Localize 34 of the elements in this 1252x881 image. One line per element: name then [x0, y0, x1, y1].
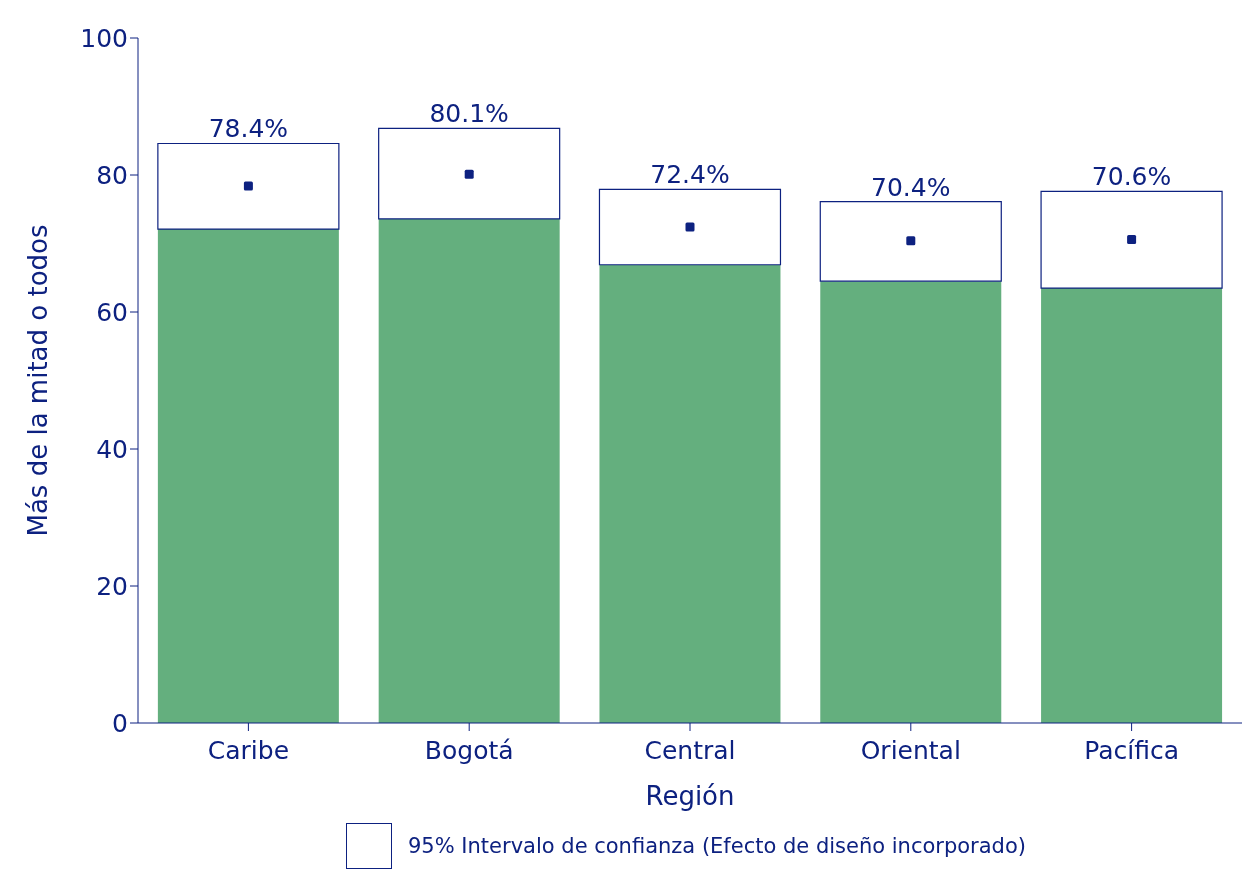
y-tick-label: 60 [96, 297, 128, 327]
data-label: 78.4% [208, 114, 289, 144]
bar [1041, 288, 1223, 723]
data-label: 80.1% [429, 99, 509, 129]
y-tick-label: 40 [96, 434, 128, 464]
point [685, 222, 695, 232]
bar [1040, 190, 1223, 289]
y-tick-label: 100 [80, 23, 128, 53]
bar [157, 229, 339, 723]
y-axis-title: Más de la mitad o todos [23, 224, 54, 537]
x-tick-label: Pacífica [1084, 735, 1179, 765]
point [243, 181, 253, 191]
legend-label: 95% Intervalo de confianza (Efecto de diseño incorporado) [408, 834, 1026, 858]
y-tick-label: 80 [96, 160, 128, 190]
x-tick-label: Oriental [860, 735, 961, 765]
bar [599, 264, 781, 723]
x-tick-label: Bogotá [424, 735, 514, 765]
point [464, 169, 474, 179]
x-axis-title: Región [645, 781, 735, 811]
bar [157, 142, 340, 230]
bar [820, 281, 1002, 723]
y-tick-label: 0 [112, 708, 128, 738]
data-label: 70.4% [871, 172, 951, 202]
y-tick-label: 20 [96, 571, 128, 601]
point [906, 236, 916, 246]
bar [378, 218, 560, 723]
data-label: 70.6% [1091, 162, 1172, 192]
bar [598, 188, 782, 266]
x-tick-label: Central [644, 735, 736, 765]
data-label: 72.4% [650, 160, 730, 190]
x-tick-label: Caribe [207, 735, 290, 765]
point [1127, 234, 1137, 244]
bar [819, 201, 1002, 282]
bar [378, 127, 561, 220]
